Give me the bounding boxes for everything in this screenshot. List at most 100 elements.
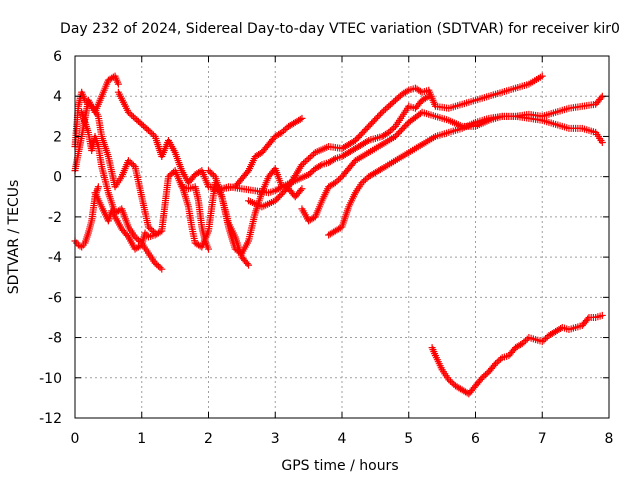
data-point: [306, 153, 314, 161]
data-point: [149, 131, 157, 139]
data-point: [308, 152, 316, 160]
data-point: [357, 130, 365, 138]
data-point: [492, 360, 500, 368]
data-point: [133, 116, 141, 124]
data-point: [336, 174, 344, 182]
data-point: [278, 128, 286, 136]
data-point: [385, 128, 393, 136]
data-point: [276, 184, 284, 192]
axis-ticks: 0 1 2 3 4 5 6 7 8 -12 -10 -8 -6 -4 -2 0 2 4 6: [39, 49, 613, 447]
data-point: [363, 124, 371, 132]
data-point: [281, 125, 289, 133]
data-point: [139, 122, 147, 130]
data-point: [243, 168, 251, 176]
x-tick-label: 7: [538, 431, 547, 447]
data-point: [134, 117, 142, 125]
data-point: [483, 369, 491, 377]
data-point: [274, 194, 282, 202]
data-point: [154, 262, 162, 270]
data-point: [243, 260, 251, 268]
data-point: [538, 338, 546, 346]
data-point: [156, 264, 164, 272]
data-point: [280, 127, 288, 135]
data-point: [374, 113, 382, 121]
y-tick-label: 4: [53, 89, 62, 105]
x-tick-label: 8: [605, 431, 614, 447]
data-point: [330, 156, 338, 164]
y-tick-label: -10: [39, 371, 62, 387]
series-arc-2: [114, 88, 212, 191]
data-point: [448, 379, 456, 387]
data-point: [598, 138, 606, 146]
series-arc-6: [91, 167, 212, 253]
data-point: [210, 171, 218, 179]
data-point: [394, 129, 402, 137]
data-point: [376, 166, 384, 174]
y-axis-label: SDTVAR / TECUs: [6, 180, 22, 295]
data-point: [245, 261, 253, 269]
x-tick-label: 6: [471, 431, 480, 447]
data-point: [168, 170, 176, 178]
series-arc-10: [211, 92, 433, 197]
data-point: [151, 259, 159, 267]
series-arc-12: [298, 92, 606, 225]
y-tick-label: -2: [48, 210, 62, 226]
data-point: [520, 338, 528, 346]
x-tick-label: 1: [137, 431, 146, 447]
data-point: [390, 98, 398, 106]
data-point: [136, 119, 144, 127]
data-point: [205, 167, 212, 175]
data-point: [128, 111, 136, 119]
data-point: [365, 122, 373, 130]
data-point: [310, 150, 318, 158]
data-point: [86, 101, 94, 109]
data-point: [372, 115, 380, 123]
x-tick-label: 2: [204, 431, 213, 447]
data-point: [124, 157, 132, 165]
x-tick-label: 4: [338, 431, 347, 447]
data-point: [403, 87, 411, 95]
data-point: [388, 99, 396, 107]
data-point: [391, 132, 399, 140]
data-point: [378, 108, 386, 116]
data-point: [298, 114, 306, 122]
data-point: [390, 124, 398, 132]
data-point: [134, 236, 142, 244]
data-point: [523, 335, 531, 343]
y-tick-label: -8: [48, 331, 62, 347]
series-arc-4: [78, 108, 166, 273]
data-point: [463, 389, 471, 397]
data-point: [477, 375, 485, 383]
data-point: [385, 102, 393, 110]
data-point: [148, 226, 156, 234]
data-point: [380, 107, 388, 115]
data-point: [478, 374, 486, 382]
data-point: [305, 155, 313, 163]
data-point: [375, 111, 383, 119]
data-point: [381, 105, 389, 113]
data-point: [597, 94, 605, 102]
data-point: [298, 161, 306, 169]
data-point: [94, 183, 102, 191]
data-point: [371, 116, 379, 124]
data-point: [271, 197, 279, 205]
data-point: [361, 176, 369, 184]
data-point: [598, 311, 606, 319]
y-tick-label: -4: [48, 250, 62, 266]
data-point: [383, 104, 391, 112]
data-point: [303, 156, 311, 164]
data-point: [138, 120, 146, 128]
data-point: [208, 170, 216, 178]
data-point: [206, 168, 214, 176]
data-point: [166, 171, 174, 179]
data-point: [279, 189, 287, 197]
data-point: [76, 242, 84, 250]
data-point: [446, 377, 454, 385]
data-point: [164, 173, 172, 181]
data-point: [124, 108, 132, 116]
data-point: [497, 355, 505, 363]
data-point: [518, 340, 526, 348]
data-point: [153, 261, 161, 269]
data-point: [540, 336, 548, 344]
